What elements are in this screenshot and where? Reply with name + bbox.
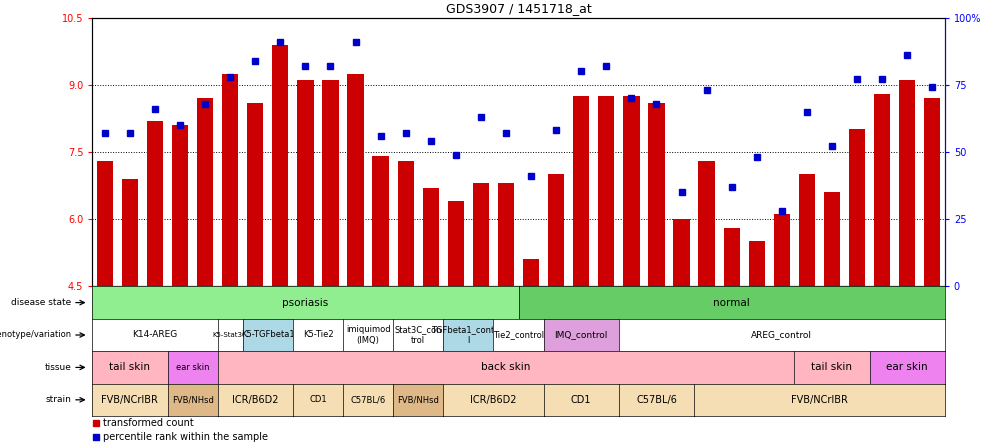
Text: K14-AREG: K14-AREG (132, 330, 177, 340)
Bar (848, 130, 865, 286)
Text: Stat3C_con
trol: Stat3C_con trol (394, 325, 442, 345)
Bar (221, 74, 238, 286)
Text: ear skin: ear skin (886, 362, 927, 373)
Bar (547, 174, 564, 286)
Bar (522, 259, 539, 286)
Bar (672, 219, 689, 286)
Bar (447, 201, 464, 286)
Text: FVB/NHsd: FVB/NHsd (397, 395, 439, 404)
Bar (322, 80, 339, 286)
Bar (171, 125, 188, 286)
Text: imiquimod
(IMQ): imiquimod (IMQ) (346, 325, 390, 345)
Bar (697, 161, 714, 286)
Text: K5-Tie2: K5-Tie2 (303, 330, 333, 340)
Text: FVB/NHsd: FVB/NHsd (171, 395, 213, 404)
Text: disease state: disease state (11, 298, 71, 307)
Text: TGFbeta1_control
l: TGFbeta1_control l (431, 325, 505, 345)
Text: CD1: CD1 (570, 395, 591, 405)
Bar (347, 74, 364, 286)
Bar (196, 98, 213, 286)
Text: psoriasis: psoriasis (282, 297, 329, 308)
Bar (422, 188, 439, 286)
Text: strain: strain (45, 395, 71, 404)
Bar (647, 103, 664, 286)
Text: C57BL/6: C57BL/6 (350, 395, 386, 404)
Bar (823, 192, 840, 286)
Title: GDS3907 / 1451718_at: GDS3907 / 1451718_at (445, 2, 591, 15)
Text: K5-TGFbeta1: K5-TGFbeta1 (240, 330, 295, 340)
Bar (722, 228, 739, 286)
Bar (397, 161, 414, 286)
Bar (472, 183, 489, 286)
Bar (898, 80, 915, 286)
Bar (597, 96, 614, 286)
Bar (622, 96, 639, 286)
Text: tail skin: tail skin (811, 362, 852, 373)
Text: ICR/B6D2: ICR/B6D2 (231, 395, 279, 405)
Bar (246, 103, 264, 286)
Bar (923, 98, 940, 286)
Bar (497, 183, 514, 286)
Text: normal: normal (712, 297, 749, 308)
Text: CD1: CD1 (309, 395, 327, 404)
Bar (798, 174, 815, 286)
Bar (773, 214, 790, 286)
Bar (873, 94, 890, 286)
Text: genotype/variation: genotype/variation (0, 330, 71, 340)
Text: transformed count: transformed count (102, 418, 193, 428)
Text: ear skin: ear skin (175, 363, 209, 372)
Text: Tie2_control: Tie2_control (493, 330, 543, 340)
Text: percentile rank within the sample: percentile rank within the sample (102, 432, 268, 442)
Text: ICR/B6D2: ICR/B6D2 (470, 395, 516, 405)
Bar (572, 96, 589, 286)
Bar (272, 44, 289, 286)
Text: tissue: tissue (44, 363, 71, 372)
Text: FVB/NCrIBR: FVB/NCrIBR (791, 395, 847, 405)
Bar (747, 241, 765, 286)
Bar (121, 178, 138, 286)
Text: IMQ_control: IMQ_control (554, 330, 607, 340)
Bar (96, 161, 113, 286)
Text: back skin: back skin (481, 362, 530, 373)
Text: C57BL/6: C57BL/6 (635, 395, 676, 405)
Text: tail skin: tail skin (109, 362, 150, 373)
Text: FVB/NCrIBR: FVB/NCrIBR (101, 395, 158, 405)
Text: AREG_control: AREG_control (750, 330, 812, 340)
Bar (146, 121, 163, 286)
Bar (297, 80, 314, 286)
Bar (372, 156, 389, 286)
Text: K5-Stat3C: K5-Stat3C (212, 332, 247, 338)
